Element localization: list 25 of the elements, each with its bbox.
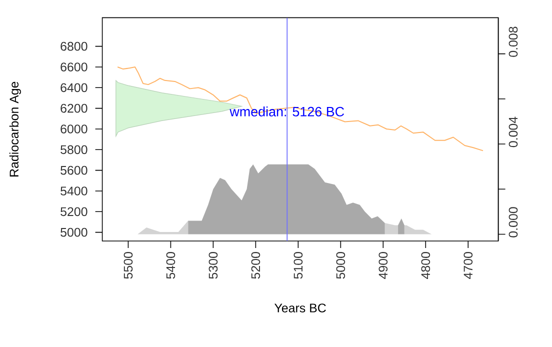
x-axis-title: Years BC (274, 304, 326, 312)
y-tick-label: 5000 (60, 228, 88, 237)
y-tick-label: 6600 (60, 62, 88, 72)
x-tick-label: 5400 (166, 252, 176, 279)
y-axis-title: Radiocarbon Age (9, 82, 21, 176)
y-tick-label: 6400 (60, 83, 88, 92)
x-tick-label: 4800 (421, 252, 430, 279)
y-tick-label: 5400 (60, 186, 88, 196)
y-tick-label: 5600 (60, 166, 88, 175)
x-tick-label: 5000 (336, 252, 346, 279)
y-tick-label: 5200 (60, 207, 88, 216)
x-tick-label: 5100 (294, 252, 303, 279)
line-series (117, 66, 484, 152)
x-tick-label: 4700 (464, 252, 473, 279)
x-tick-label: 5200 (251, 252, 260, 279)
x-tick-label: 5300 (208, 252, 218, 279)
y-tick-label: 6000 (60, 124, 88, 134)
y2-tick-label: 0.008 (508, 26, 518, 57)
y2-tick-label: 0.004 (508, 116, 518, 148)
x-tick-label: 5500 (124, 252, 133, 279)
y-tick-label: 5800 (60, 145, 88, 154)
y2-tick-label: 0.000 (508, 207, 518, 238)
y-tick-label: 6200 (60, 104, 88, 113)
y-tick-label: 6800 (60, 42, 88, 51)
x-tick-label: 4900 (378, 252, 388, 279)
